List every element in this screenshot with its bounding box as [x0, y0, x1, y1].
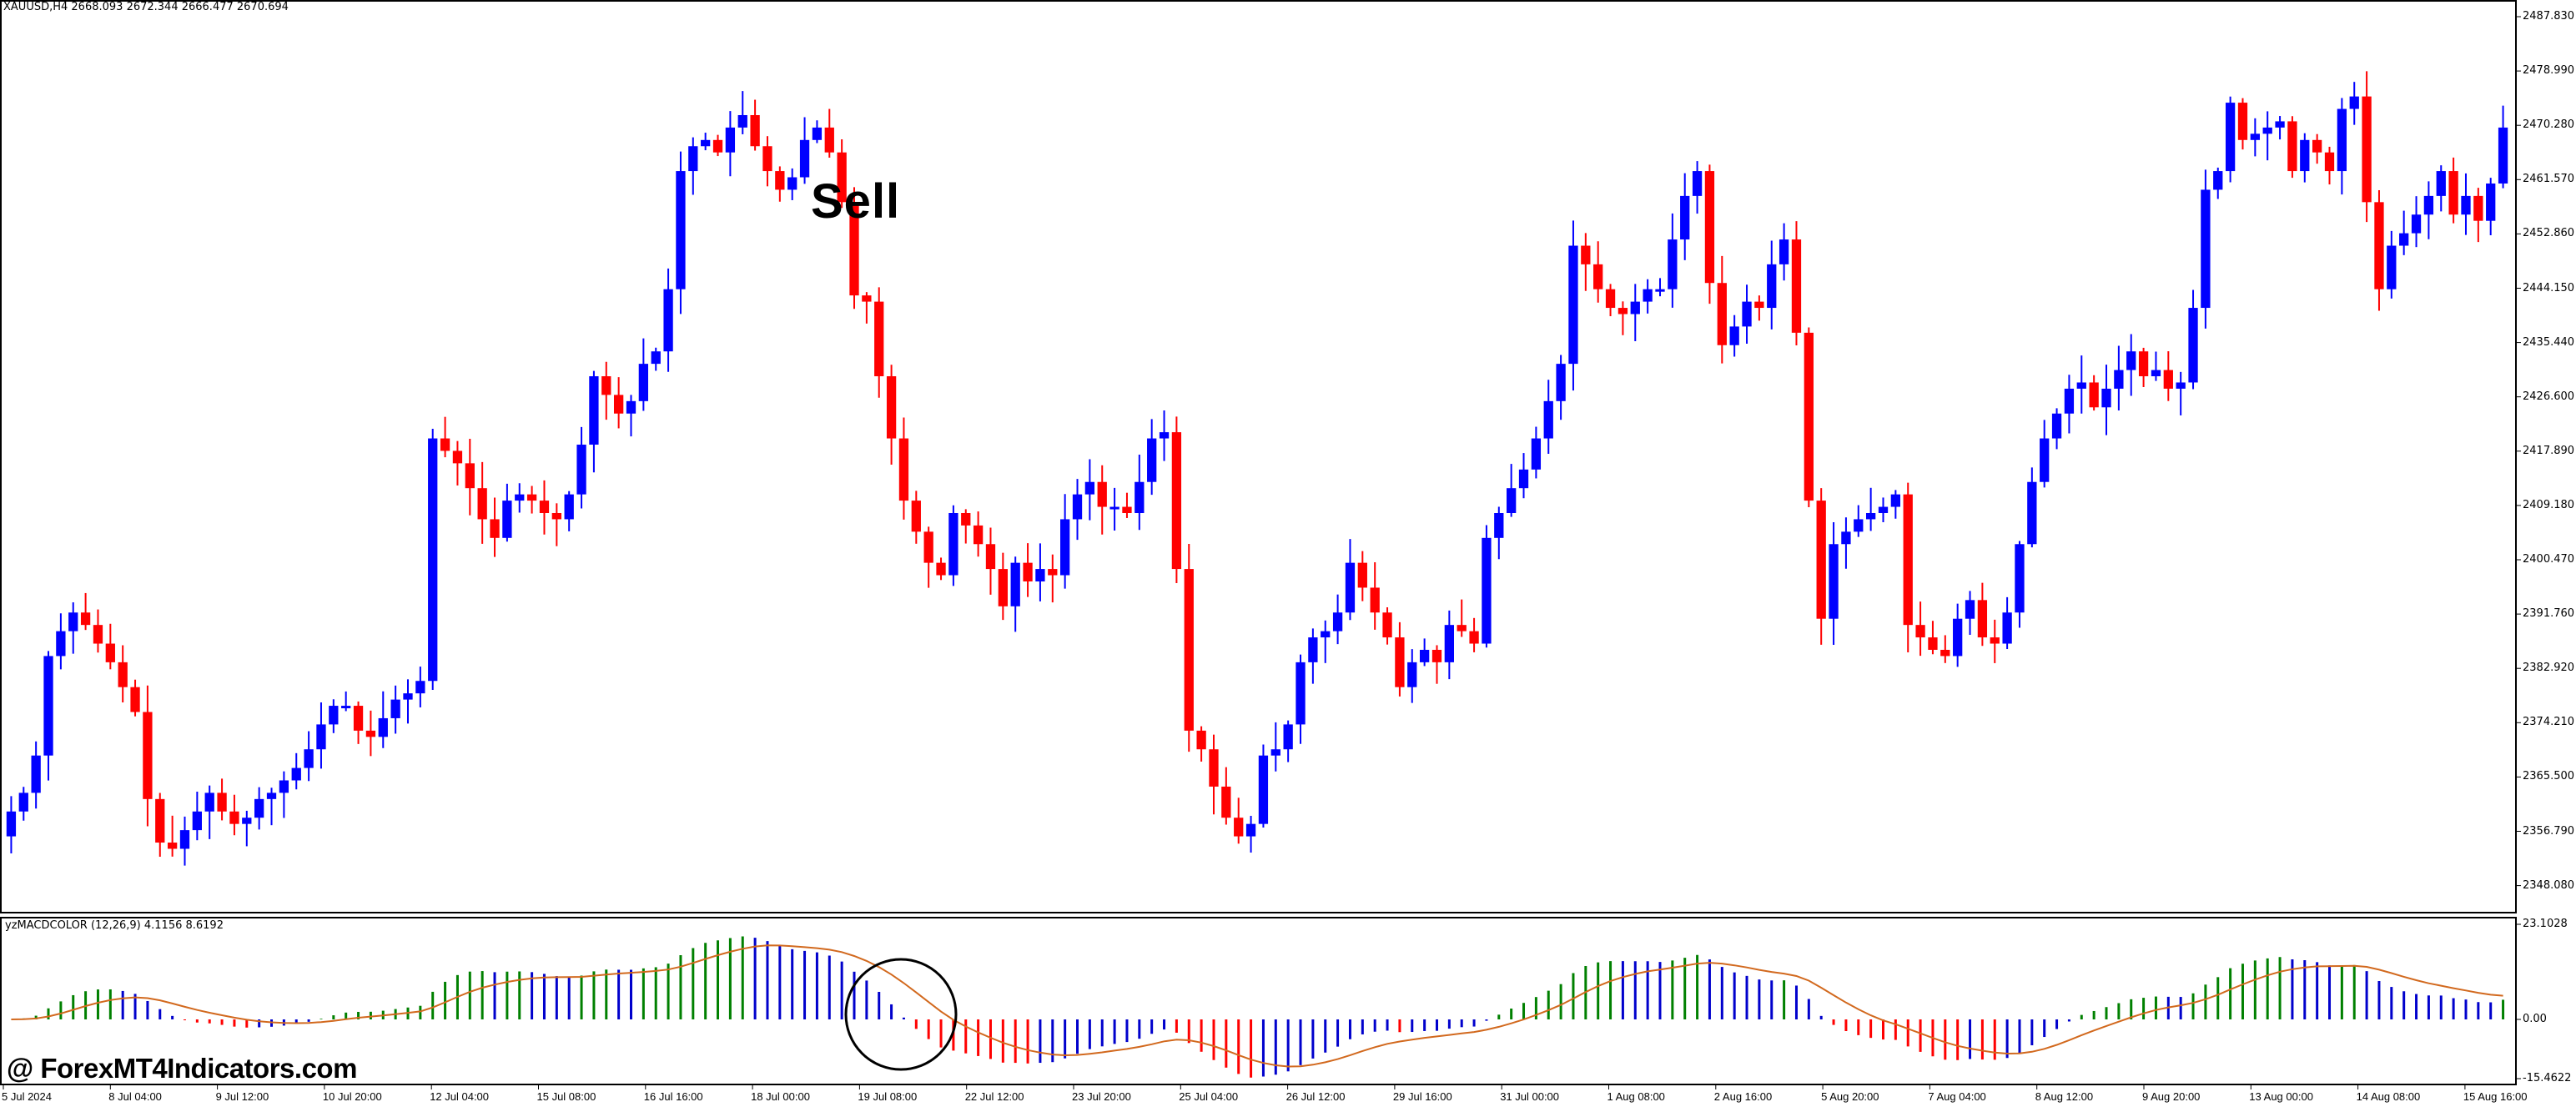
time-tick: 31 Jul 00:00: [1500, 1090, 1560, 1103]
time-tick: 10 Jul 20:00: [322, 1090, 382, 1103]
time-tick: 8 Jul 04:00: [108, 1090, 162, 1103]
price-tick: 2461.570: [2523, 173, 2575, 186]
price-tick: 2348.080: [2523, 878, 2575, 892]
price-tick: 2382.920: [2523, 662, 2575, 675]
time-tick: 8 Aug 12:00: [2035, 1090, 2094, 1103]
price-tick: 2470.280: [2523, 118, 2575, 132]
price-tick: 2356.790: [2523, 824, 2575, 838]
price-tick: 2478.990: [2523, 64, 2575, 78]
price-tick: 2417.890: [2523, 444, 2575, 457]
price-tick: 2426.600: [2523, 390, 2575, 403]
time-tick: 15 Jul 08:00: [536, 1090, 596, 1103]
time-tick: 5 Aug 20:00: [1821, 1090, 1879, 1103]
main-pane-frame: [0, 0, 2517, 913]
time-tick: 5 Jul 2024: [2, 1090, 52, 1103]
time-tick: 19 Jul 08:00: [858, 1090, 918, 1103]
time-tick: 13 Aug 00:00: [2249, 1090, 2313, 1103]
time-tick: 14 Aug 08:00: [2356, 1090, 2421, 1103]
time-tick: 23 Jul 20:00: [1072, 1090, 1131, 1103]
time-tick: 26 Jul 12:00: [1285, 1090, 1346, 1103]
time-tick: 7 Aug 04:00: [1928, 1090, 1986, 1103]
time-tick: 9 Jul 12:00: [215, 1090, 269, 1103]
symbol-header: XAUUSD,H4 2668.093 2672.344 2666.477 267…: [3, 1, 289, 13]
price-tick: 2391.760: [2523, 607, 2575, 621]
candles: [6, 71, 2508, 866]
time-tick: 22 Jul 12:00: [964, 1090, 1024, 1103]
time-tick: 9 Aug 20:00: [2142, 1090, 2201, 1103]
time-tick: 1 Aug 08:00: [1607, 1090, 1665, 1103]
price-tick: 2452.860: [2523, 227, 2575, 240]
time-tick: 12 Jul 04:00: [430, 1090, 490, 1103]
price-tick: 2400.470: [2523, 553, 2575, 566]
indicator-header: yzMACDCOLOR (12,26,9) 4.1156 8.6192: [5, 919, 224, 932]
macd-pane-frame: [0, 917, 2517, 1085]
signal-line: [11, 944, 2503, 1068]
price-tick: 2487.830: [2523, 10, 2575, 23]
crossover-circle-annotation: [844, 958, 958, 1071]
watermark: @ ForexMT4Indicators.com: [7, 1053, 357, 1084]
time-tick: 29 Jul 16:00: [1392, 1090, 1452, 1103]
price-tick: 2435.440: [2523, 335, 2575, 349]
price-tick: 2409.180: [2523, 498, 2575, 511]
macd-tick: 23.1028: [2523, 918, 2568, 930]
macd-tick: 0.00: [2523, 1013, 2547, 1025]
time-tick: 2 Aug 16:00: [1713, 1090, 1773, 1103]
price-tick: 2444.150: [2523, 281, 2575, 294]
time-tick: 25 Jul 04:00: [1179, 1090, 1239, 1103]
time-tick: 18 Jul 00:00: [751, 1090, 810, 1103]
price-tick: 2365.500: [2523, 770, 2575, 783]
price-tick: 2374.210: [2523, 716, 2575, 729]
time-tick: 16 Jul 16:00: [643, 1090, 703, 1103]
macd-tick: -15.4622: [2523, 1072, 2572, 1084]
time-tick: 15 Aug 16:00: [2463, 1090, 2528, 1103]
sell-annotation: Sell: [811, 174, 901, 229]
macd-histogram: [22, 936, 2505, 1078]
